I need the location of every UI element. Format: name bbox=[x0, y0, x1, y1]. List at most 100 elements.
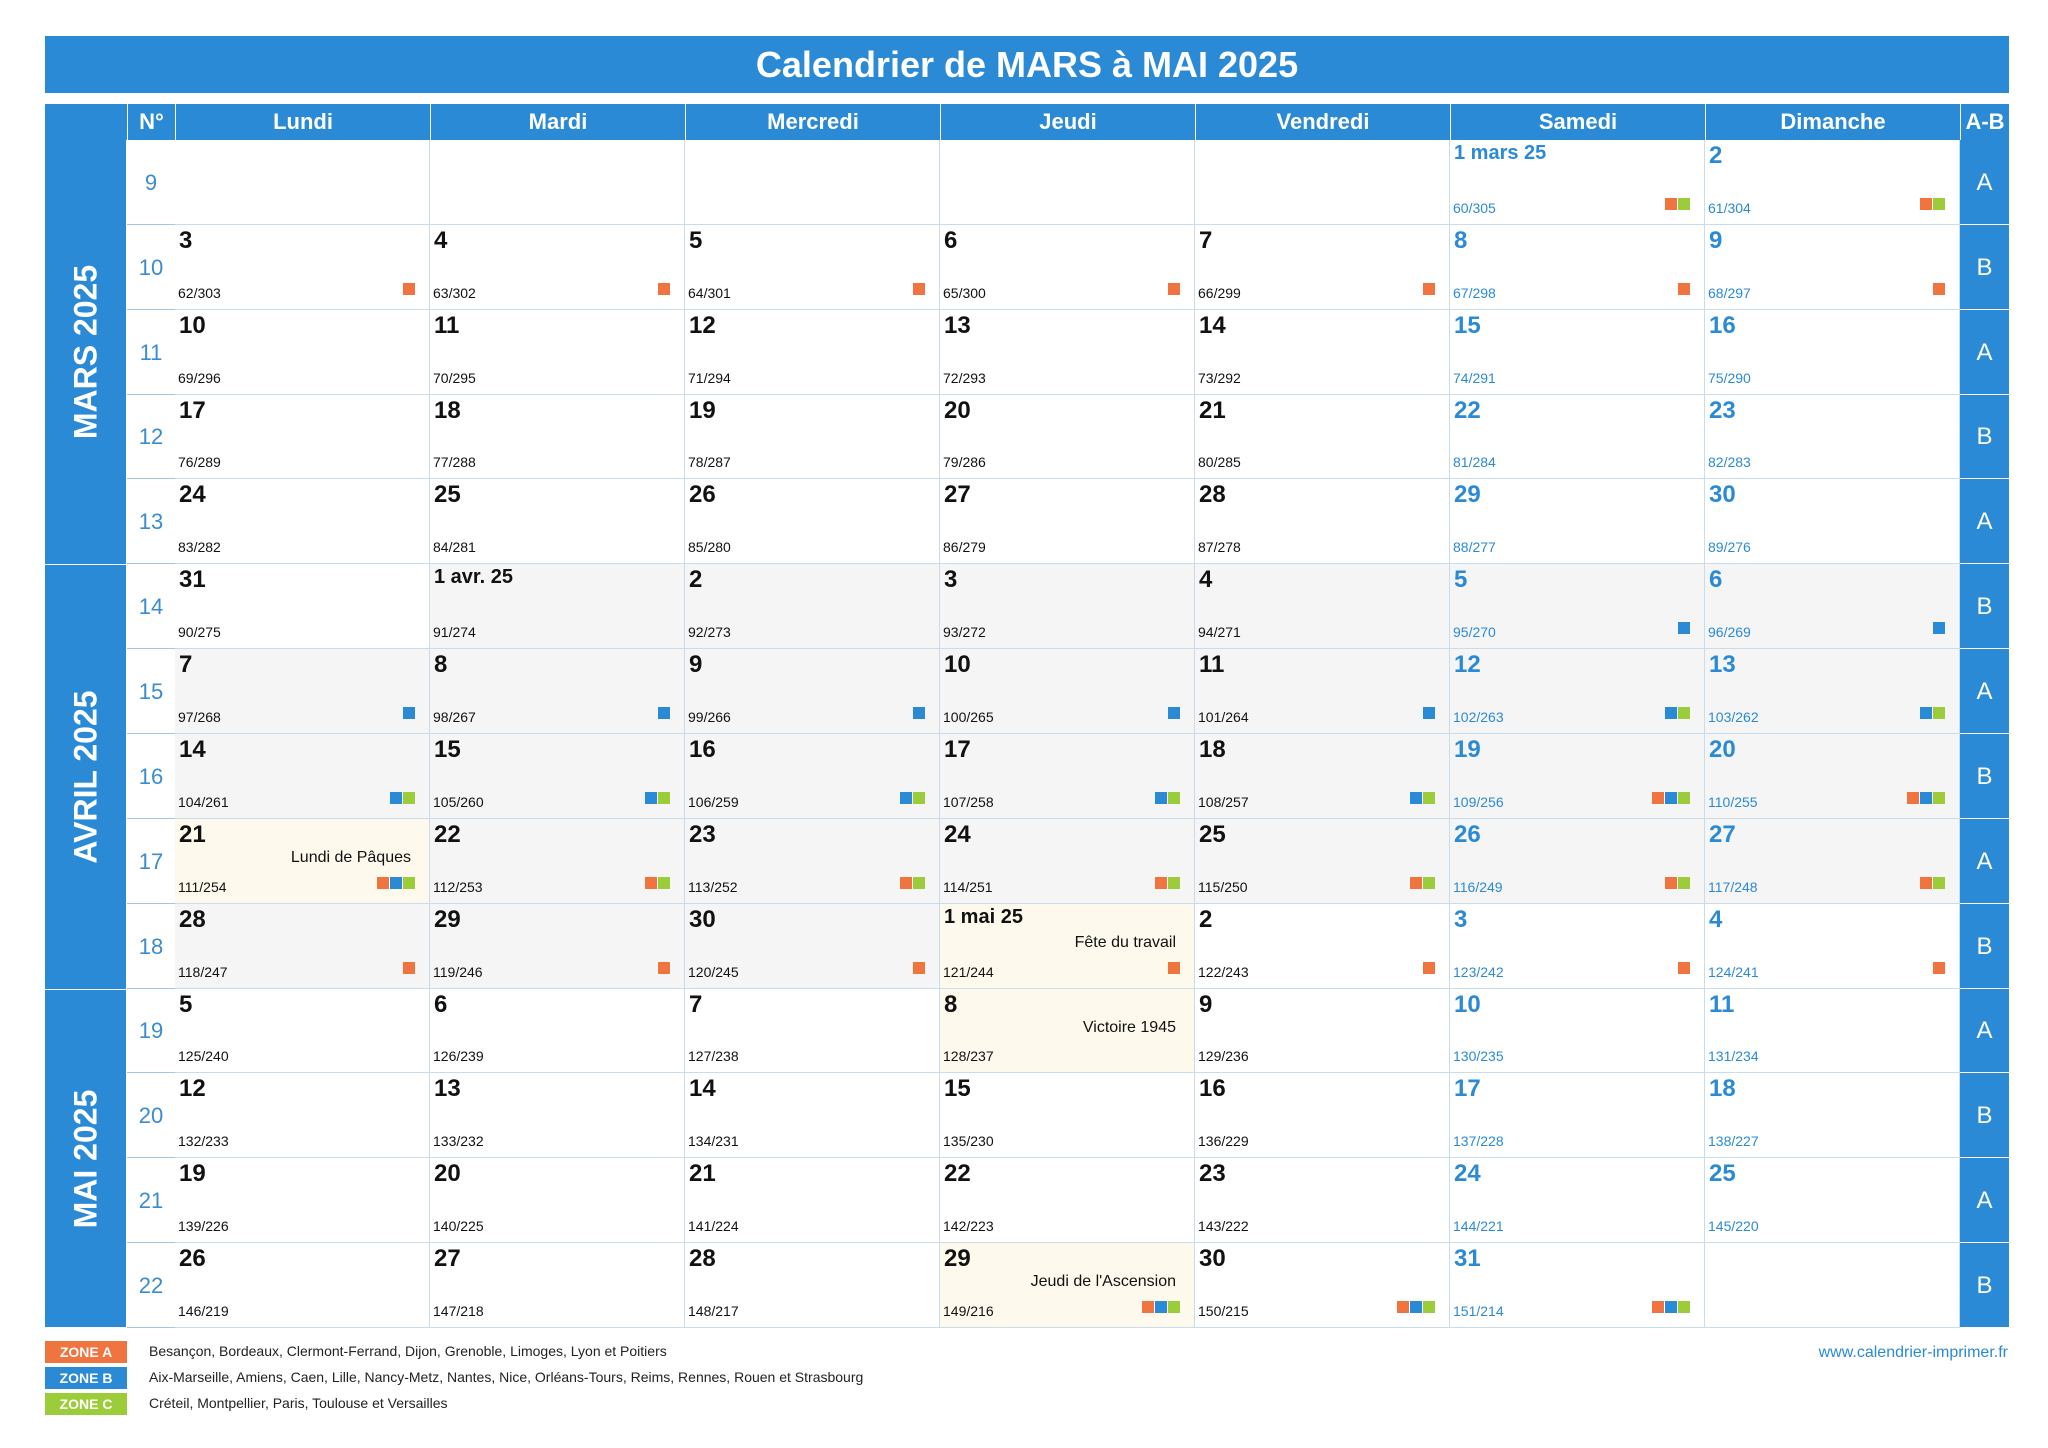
week-number: 12 bbox=[127, 395, 175, 479]
month-label-mai: MAI 2025 bbox=[45, 990, 126, 1328]
day-of-year-count: 124/241 bbox=[1708, 964, 1759, 980]
zone-b-marker bbox=[1410, 792, 1422, 804]
empty-day-cell bbox=[1195, 140, 1450, 225]
school-holiday-zones bbox=[389, 792, 415, 804]
zone-c-marker bbox=[658, 792, 670, 804]
zone-a-marker bbox=[1920, 877, 1932, 889]
zone-c-marker bbox=[658, 877, 670, 889]
zone-a-marker bbox=[1423, 962, 1435, 974]
zone-b-marker bbox=[1665, 707, 1677, 719]
day-cell: 8 67/298 bbox=[1450, 225, 1705, 310]
zone-b-marker bbox=[1155, 792, 1167, 804]
zone-a-marker bbox=[403, 283, 415, 295]
day-of-year-count: 128/237 bbox=[943, 1048, 994, 1064]
day-of-year-count: 64/301 bbox=[688, 285, 731, 301]
school-holiday-zones bbox=[1409, 792, 1435, 804]
day-number: 28 bbox=[179, 906, 206, 933]
zone-c-marker bbox=[1678, 707, 1690, 719]
day-of-year-count: 104/261 bbox=[178, 794, 229, 810]
day-of-year-count: 149/216 bbox=[943, 1303, 994, 1319]
day-cell: 30 150/215 bbox=[1195, 1243, 1450, 1328]
ab-week-label: A bbox=[1960, 649, 2009, 734]
day-number: 15 bbox=[1454, 312, 1481, 339]
zone-c-marker bbox=[1678, 198, 1690, 210]
day-number: 24 bbox=[944, 821, 971, 848]
day-cell: 20 110/255 bbox=[1705, 734, 1960, 819]
day-cell: 29 88/277 bbox=[1450, 479, 1705, 564]
school-holiday-zones bbox=[1651, 1301, 1690, 1313]
day-number: 26 bbox=[179, 1245, 206, 1272]
day-cell: 18 138/227 bbox=[1705, 1073, 1960, 1158]
school-holiday-zones bbox=[912, 283, 925, 295]
day-cell: 27 147/218 bbox=[430, 1243, 685, 1328]
day-cell: 19 139/226 bbox=[175, 1158, 430, 1243]
day-of-year-count: 116/249 bbox=[1453, 879, 1503, 895]
day-cell: 18 77/288 bbox=[430, 395, 685, 479]
school-holiday-zones bbox=[912, 707, 925, 719]
day-number: 16 bbox=[689, 736, 716, 763]
day-cell: 19 109/256 bbox=[1450, 734, 1705, 819]
day-number: 31 bbox=[179, 566, 206, 593]
week-number: 9 bbox=[127, 140, 175, 225]
ab-week-label: B bbox=[1960, 734, 2009, 819]
header-lundi: Lundi bbox=[175, 104, 430, 140]
day-number: 8 bbox=[944, 991, 958, 1018]
day-cell: 1 mars 25 60/305 bbox=[1450, 140, 1705, 225]
school-holiday-zones bbox=[1651, 792, 1690, 804]
day-number: 13 bbox=[944, 312, 971, 339]
day-cell: 13 103/262 bbox=[1705, 649, 1960, 734]
day-number: 29 bbox=[434, 906, 461, 933]
zone-a-marker bbox=[1168, 283, 1180, 295]
day-cell: 2 92/273 bbox=[685, 564, 940, 649]
ab-week-label: A bbox=[1960, 1158, 2009, 1243]
website-link[interactable]: www.calendrier-imprimer.fr bbox=[1818, 1344, 2008, 1361]
school-holiday-zones bbox=[1919, 877, 1945, 889]
day-of-year-count: 62/303 bbox=[178, 285, 221, 301]
day-of-year-count: 84/281 bbox=[433, 539, 476, 555]
zone-c-marker bbox=[1423, 1301, 1435, 1313]
day-number: 12 bbox=[689, 312, 716, 339]
day-number: 21 bbox=[1199, 397, 1226, 424]
school-holiday-zones bbox=[1664, 707, 1690, 719]
day-number: 16 bbox=[1709, 312, 1736, 339]
day-cell: 28 148/217 bbox=[685, 1243, 940, 1328]
day-of-year-count: 141/224 bbox=[688, 1218, 739, 1234]
day-of-year-count: 126/239 bbox=[433, 1048, 484, 1064]
ab-week-label: A bbox=[1960, 310, 2009, 395]
header-vendredi: Vendredi bbox=[1195, 104, 1450, 140]
day-number: 1 avr. 25 bbox=[434, 566, 513, 588]
school-holiday-zones bbox=[402, 707, 415, 719]
day-cell: 16 136/229 bbox=[1195, 1073, 1450, 1158]
week-number: 21 bbox=[127, 1158, 175, 1243]
day-number: 24 bbox=[179, 481, 206, 508]
day-of-year-count: 115/250 bbox=[1198, 879, 1248, 895]
day-of-year-count: 83/282 bbox=[178, 539, 221, 555]
day-cell: 18 108/257 bbox=[1195, 734, 1450, 819]
day-number: 11 bbox=[1709, 991, 1735, 1018]
day-cell: 6 65/300 bbox=[940, 225, 1195, 310]
day-cell: 3 123/242 bbox=[1450, 904, 1705, 989]
day-of-year-count: 78/287 bbox=[688, 454, 731, 470]
day-cell: 21 80/285 bbox=[1195, 395, 1450, 479]
header-jeudi: Jeudi bbox=[940, 104, 1195, 140]
school-holiday-zones bbox=[1409, 877, 1435, 889]
day-cell: 25 145/220 bbox=[1705, 1158, 1960, 1243]
empty-day-cell bbox=[175, 140, 430, 225]
day-number: 3 bbox=[1454, 906, 1468, 933]
zone-a-marker bbox=[403, 962, 415, 974]
day-cell: 21 141/224 bbox=[685, 1158, 940, 1243]
zone-a-marker bbox=[1652, 792, 1664, 804]
zone-b-cities: Aix-Marseille, Amiens, Caen, Lille, Nanc… bbox=[149, 1369, 864, 1385]
day-of-year-count: 106/259 bbox=[688, 794, 739, 810]
zone-c-marker bbox=[1423, 877, 1435, 889]
day-of-year-count: 95/270 bbox=[1453, 624, 1496, 640]
day-number: 13 bbox=[1709, 651, 1736, 678]
school-holiday-zones bbox=[376, 877, 415, 889]
day-cell: 3 62/303 bbox=[175, 225, 430, 310]
day-of-year-count: 140/225 bbox=[433, 1218, 484, 1234]
day-number: 12 bbox=[179, 1075, 206, 1102]
school-holiday-zones bbox=[1932, 962, 1945, 974]
header-samedi: Samedi bbox=[1450, 104, 1705, 140]
school-holiday-zones bbox=[1919, 198, 1945, 210]
day-of-year-count: 148/217 bbox=[688, 1303, 739, 1319]
